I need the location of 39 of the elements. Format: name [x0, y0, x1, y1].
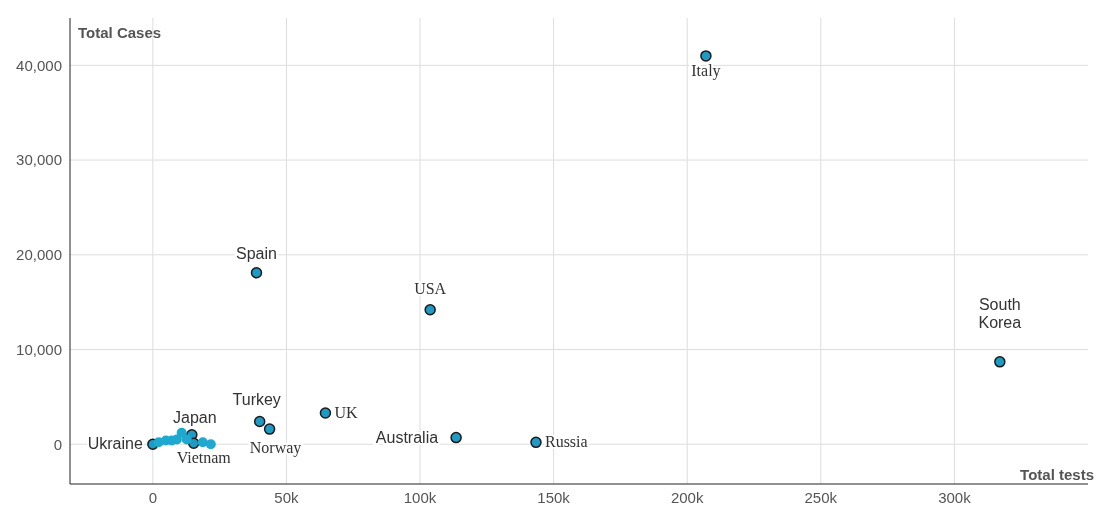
point	[994, 356, 1006, 368]
y-tick-label: 0	[53, 435, 62, 453]
annotation: Italy	[691, 61, 721, 80]
x-tick-label: 300k	[938, 488, 972, 506]
y-tick-label: 30,000	[16, 151, 62, 169]
annotation: Ukraine	[87, 435, 143, 453]
annotation: Australia	[375, 428, 439, 446]
annotation: Turkey	[232, 391, 281, 409]
y-tick-label: 40,000	[16, 56, 62, 74]
y-axis-title: Total Cases	[78, 24, 162, 41]
annotation: Spain	[236, 244, 277, 262]
point	[530, 436, 542, 449]
x-tick-label: 100k	[403, 488, 437, 506]
annotation: Japan	[173, 408, 217, 426]
y-tick-label: 10,000	[16, 340, 62, 358]
point	[424, 303, 436, 316]
point	[205, 439, 216, 450]
x-axis-title: Total tests	[1020, 466, 1094, 483]
x-tick-label: 150k	[537, 488, 571, 506]
annotation: Norway	[249, 439, 302, 458]
point	[450, 431, 462, 444]
point	[263, 423, 276, 435]
y-tick-label: 20,000	[16, 246, 62, 264]
x-tick-label: 50k	[274, 488, 300, 506]
annotation: UK	[334, 403, 358, 421]
x-tick-label: 200k	[670, 488, 704, 506]
annotation: South Korea	[978, 295, 1022, 331]
x-tick-label: 250k	[804, 488, 838, 506]
point	[176, 427, 187, 438]
point	[197, 437, 208, 448]
point	[700, 50, 712, 62]
point	[253, 415, 266, 428]
x-tick-label: 0	[148, 488, 157, 506]
point	[250, 267, 263, 279]
annotation: Vietnam	[176, 449, 232, 467]
annotation: Russia	[544, 433, 588, 451]
point	[181, 434, 192, 445]
point	[319, 407, 332, 419]
annotation: USA	[414, 279, 447, 297]
